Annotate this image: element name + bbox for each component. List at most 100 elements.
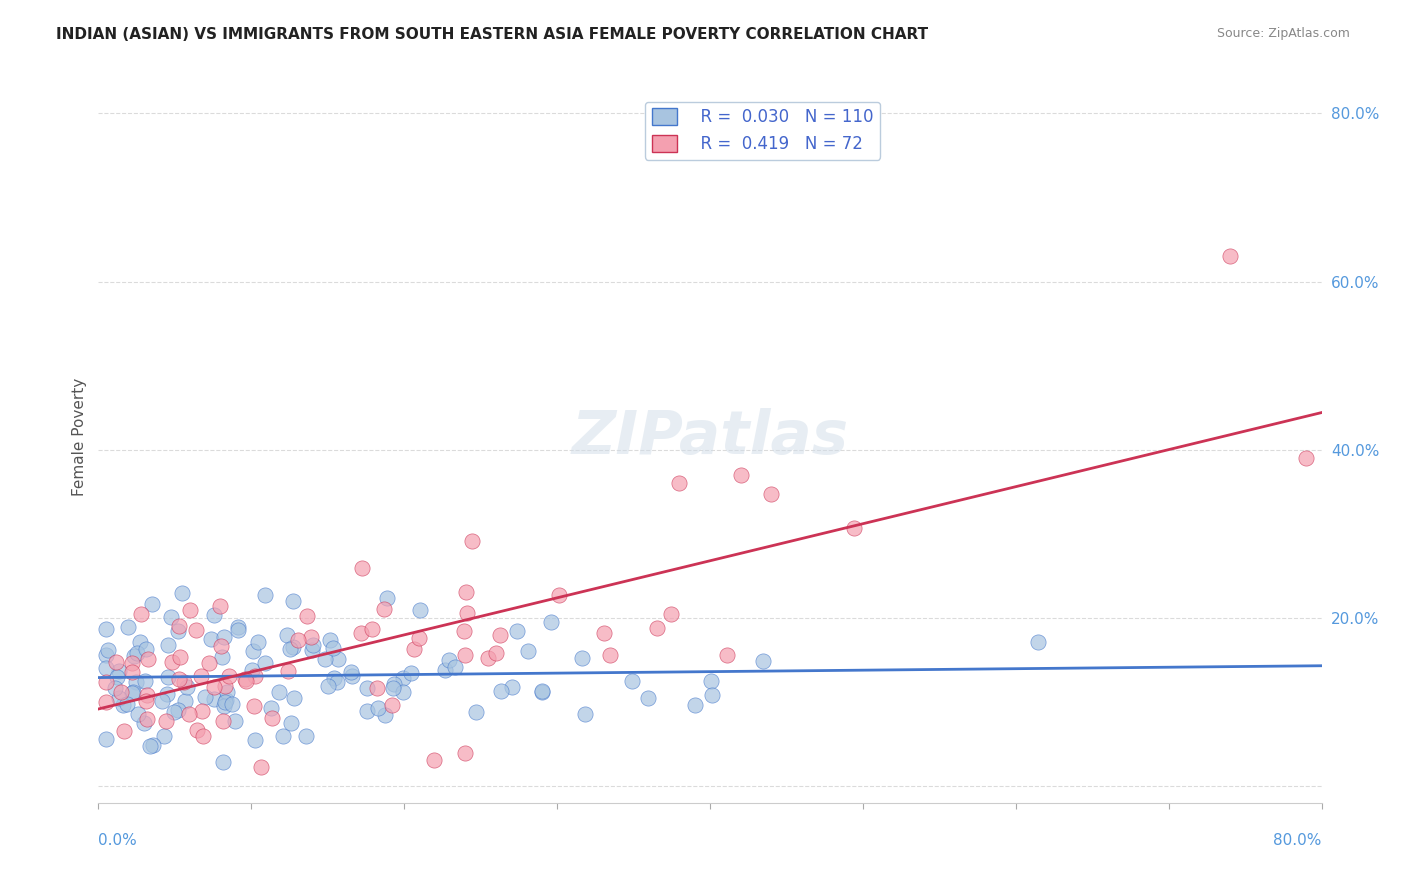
Y-axis label: Female Poverty: Female Poverty [72,378,87,496]
Point [287,633,309,648]
Point [121,665,143,679]
Point [456,606,478,620]
Point [121,686,143,700]
Point [167,702,190,716]
Point [422,753,444,767]
Point [530,683,553,698]
Point [233,672,256,686]
Point [322,641,344,656]
Point [668,476,690,491]
Point [209,639,232,653]
Point [501,680,523,694]
Point [112,698,135,713]
Point [269,684,291,698]
Point [374,708,396,723]
Point [506,624,529,638]
Point [571,650,593,665]
Point [271,729,294,743]
Point [593,626,616,640]
Legend:   R =  0.030   N = 110,   R =  0.419   N = 72: R = 0.030 N = 110, R = 0.419 N = 72 [645,102,880,160]
Point [94,661,117,675]
Point [842,521,865,535]
Point [218,669,240,683]
Point [574,707,596,722]
Point [157,638,180,652]
Point [485,646,508,660]
Point [645,621,668,635]
Point [169,650,191,665]
Point [212,714,235,728]
Point [202,692,225,706]
Point [221,698,243,712]
Text: 80.0%: 80.0% [1274,833,1322,848]
Point [278,642,301,657]
Point [319,632,342,647]
Point [283,690,305,705]
Point [314,652,336,666]
Point [716,648,738,662]
Point [174,694,197,708]
Point [179,603,201,617]
Point [281,640,304,654]
Point [129,607,152,621]
Point [540,615,562,630]
Point [108,691,131,706]
Text: Source: ZipAtlas.com: Source: ZipAtlas.com [1216,27,1350,40]
Point [443,659,465,673]
Point [167,624,190,638]
Point [366,681,388,696]
Point [167,673,190,687]
Point [215,685,238,699]
Point [243,669,266,683]
Point [1295,450,1317,465]
Point [139,739,162,754]
Point [152,729,174,743]
Point [242,644,264,658]
Point [135,713,157,727]
Point [464,705,486,719]
Point [138,652,160,666]
Point [382,681,405,696]
Point [599,648,621,662]
Point [202,680,225,694]
Point [249,760,271,774]
Point [531,684,554,698]
Point [367,701,389,715]
Point [700,673,723,688]
Point [141,597,163,611]
Point [489,683,512,698]
Point [460,533,482,548]
Point [186,624,208,638]
Point [212,699,235,714]
Point [375,591,398,606]
Point [382,677,405,691]
Point [121,656,143,670]
Point [356,705,378,719]
Point [548,588,571,602]
Point [240,663,263,677]
Point [260,711,283,725]
Point [402,641,425,656]
Point [759,487,782,501]
Point [135,642,157,657]
Point [121,685,143,699]
Point [160,655,183,669]
Point [191,729,214,743]
Point [194,690,217,704]
Point [299,631,322,645]
Point [156,670,179,684]
Point [173,675,195,690]
Point [454,746,477,760]
Point [453,624,475,639]
Point [276,628,298,642]
Point [209,599,232,613]
Point [105,655,128,669]
Point [373,601,395,615]
Point [408,631,430,645]
Point [200,632,222,647]
Point [380,698,402,712]
Point [620,673,643,688]
Point [1219,249,1241,263]
Point [392,685,415,699]
Point [124,648,146,663]
